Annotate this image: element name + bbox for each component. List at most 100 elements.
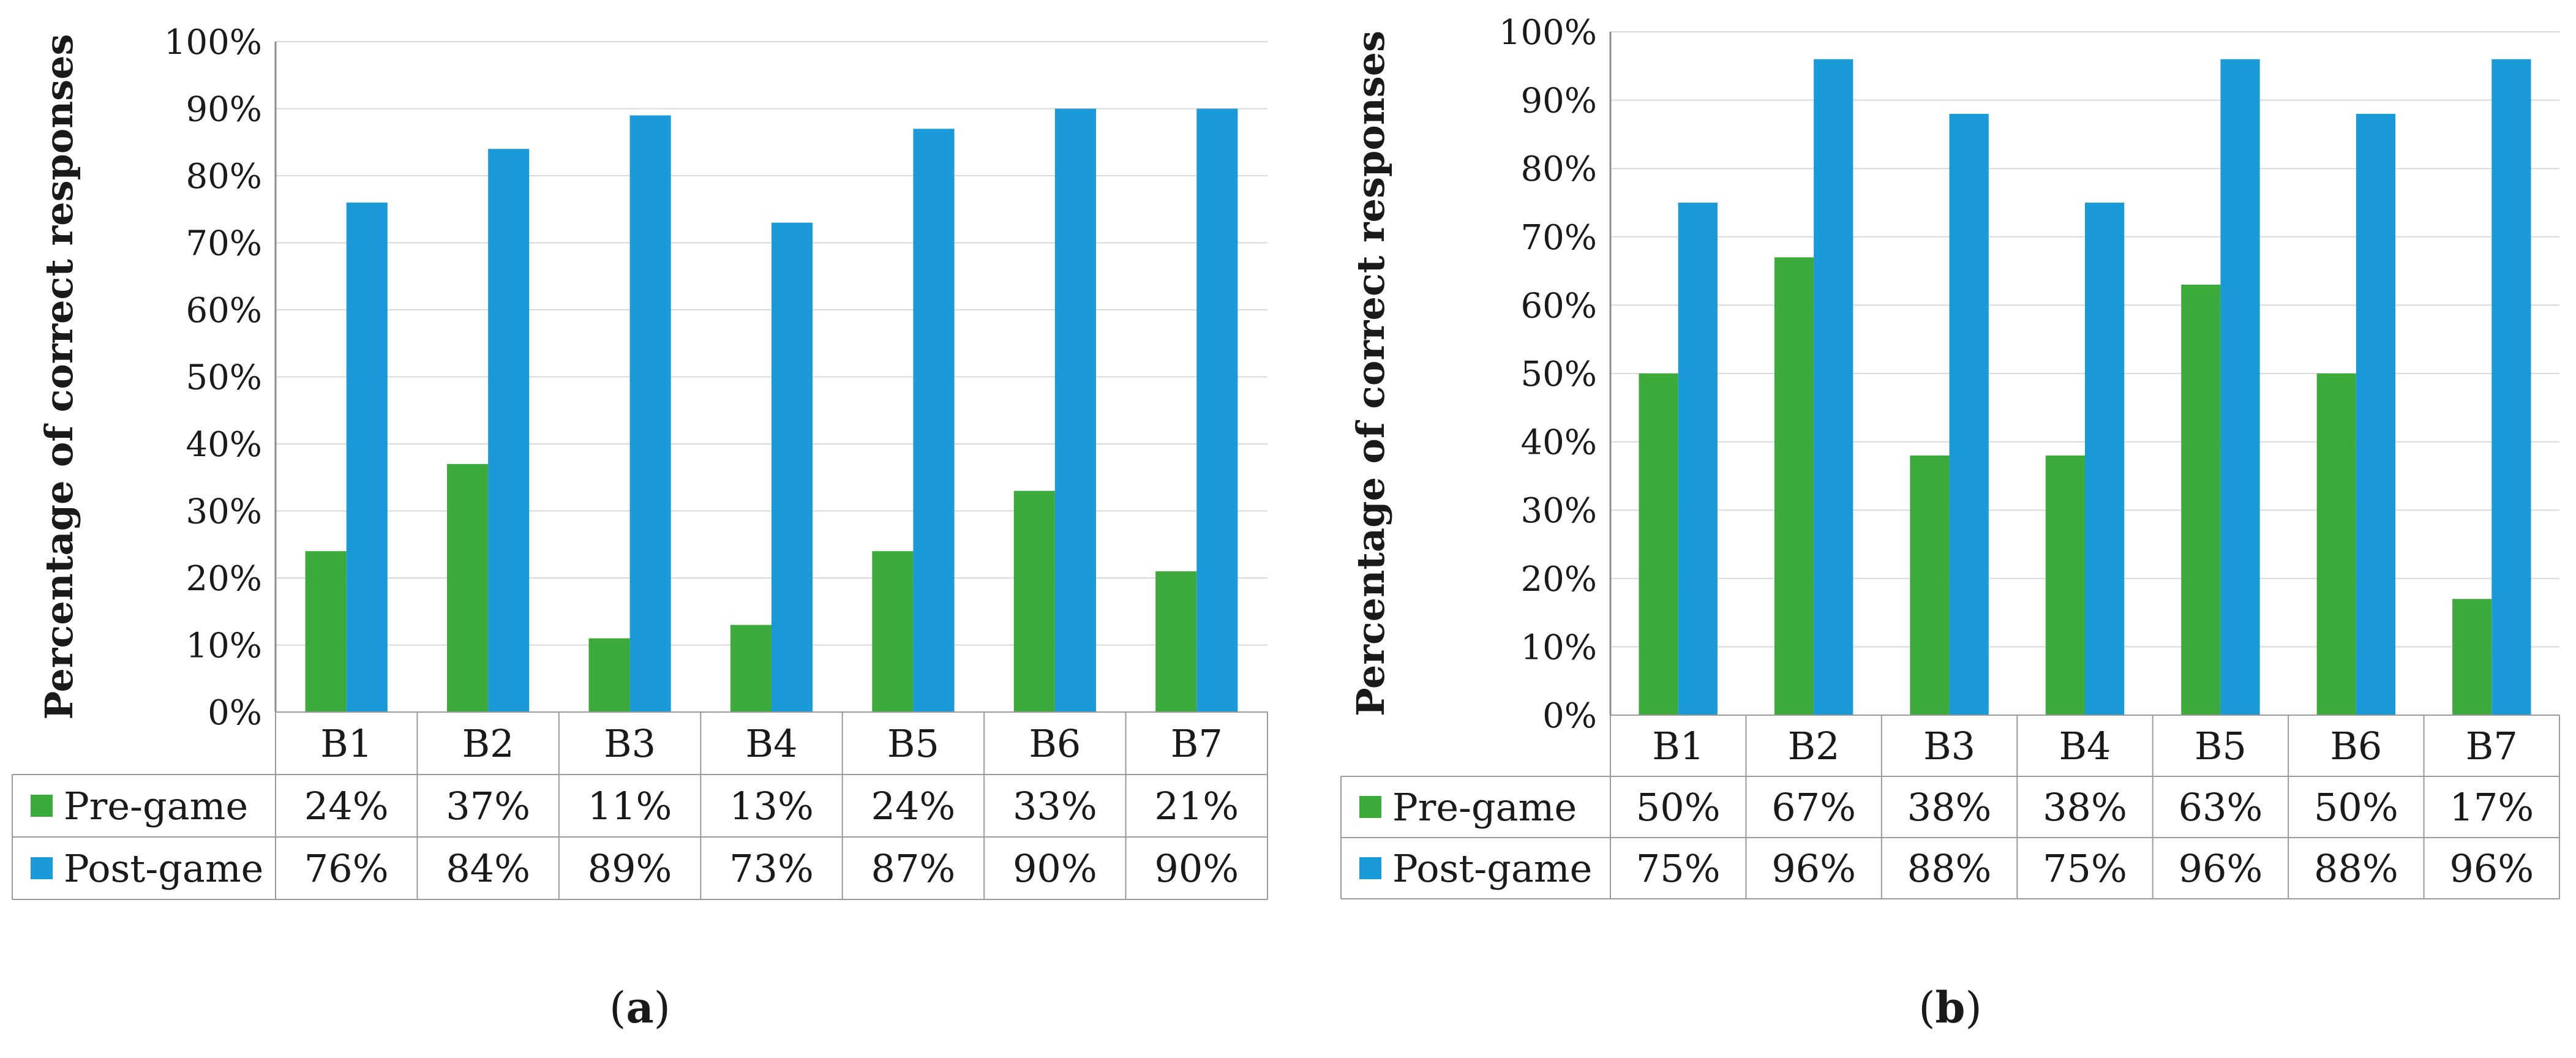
- pre-game-bar-b5: [2181, 284, 2221, 715]
- y-axis-title: Percentage of correct responses: [1348, 31, 1393, 716]
- caption-letter: b: [1936, 982, 1966, 1033]
- y-tick-label: 100%: [164, 23, 262, 62]
- y-tick-label: 10%: [186, 626, 262, 666]
- table-cell-value: 75%: [2043, 846, 2127, 891]
- category-label: B2: [1788, 724, 1840, 768]
- table-cell-value: 13%: [729, 784, 814, 828]
- post-game-bar-b7: [1196, 108, 1238, 712]
- legend-label-pre-game: Pre-game: [64, 784, 248, 828]
- table-cell-value: 67%: [1771, 785, 1856, 830]
- y-tick-label: 20%: [186, 559, 262, 599]
- table-cell-value: 89%: [588, 846, 672, 891]
- category-label: B6: [1029, 721, 1081, 766]
- category-label: B3: [1923, 724, 1975, 768]
- category-label: B6: [2330, 724, 2382, 768]
- table-cell-value: 84%: [446, 846, 530, 891]
- table-cell-value: 75%: [1636, 846, 1721, 891]
- table-cell-value: 63%: [2179, 785, 2263, 830]
- pre-game-bar-b4: [2045, 455, 2085, 715]
- y-tick-label: 80%: [1521, 149, 1597, 189]
- pre-game-bar-b6: [1013, 490, 1055, 712]
- category-label: B4: [745, 721, 797, 766]
- table-cell-value: 90%: [1154, 846, 1239, 891]
- legend-swatch-pre-game: [1359, 796, 1381, 818]
- post-game-bar-b2: [488, 149, 530, 712]
- y-tick-label: 30%: [186, 492, 262, 532]
- table-cell-value: 96%: [1771, 846, 1856, 891]
- post-game-bar-b5: [2220, 59, 2260, 715]
- post-game-bar-b3: [629, 115, 671, 712]
- legend-label-pre-game: Pre-game: [1392, 785, 1577, 830]
- y-tick-label: 90%: [186, 90, 262, 130]
- pre-game-bar-b7: [1155, 571, 1197, 712]
- y-tick-label: 10%: [1521, 628, 1597, 667]
- table-cell-value: 33%: [1013, 784, 1097, 828]
- y-tick-label: 0%: [1542, 696, 1597, 736]
- post-game-bar-b1: [346, 202, 388, 712]
- category-label: B2: [462, 721, 514, 766]
- table-cell-value: 24%: [871, 784, 956, 828]
- post-game-bar-b2: [1814, 59, 1853, 715]
- legend-swatch-post-game: [1359, 857, 1381, 879]
- table-cell-value: 37%: [446, 784, 530, 828]
- category-label: B3: [604, 721, 656, 766]
- post-game-bar-b6: [1054, 108, 1096, 712]
- category-label: B4: [2059, 724, 2111, 768]
- y-tick-label: 60%: [186, 291, 262, 331]
- caption-paren: ): [1965, 983, 1981, 1033]
- legend-label-post-game: Post-game: [1392, 846, 1592, 891]
- pre-game-bar-b3: [588, 638, 630, 712]
- table-cell-value: 88%: [2314, 846, 2398, 891]
- category-label: B1: [1652, 724, 1704, 768]
- y-tick-label: 50%: [1521, 355, 1597, 394]
- table-cell-value: 24%: [304, 784, 389, 828]
- legend-swatch-pre-game: [31, 795, 53, 817]
- category-label: B1: [320, 721, 372, 766]
- post-game-bar-b4: [772, 222, 813, 712]
- table-cell-value: 73%: [729, 846, 814, 891]
- table-cell-value: 96%: [2179, 846, 2263, 891]
- pre-game-bar-b2: [1774, 257, 1814, 715]
- post-game-bar-b4: [2085, 203, 2125, 715]
- y-tick-label: 40%: [1521, 423, 1597, 463]
- pre-game-bar-b1: [1639, 373, 1678, 715]
- y-tick-label: 50%: [186, 358, 262, 398]
- table-cell-value: 90%: [1013, 846, 1097, 891]
- y-tick-label: 0%: [208, 693, 262, 733]
- y-tick-label: 100%: [1499, 13, 1597, 53]
- table-cell-value: 76%: [304, 846, 389, 891]
- table-cell-value: 50%: [1636, 785, 1721, 830]
- chart-panel-b: 0% 10% 20% 30% 40% 50% 60% 70% 80% 90% 100% Percent…: [1340, 13, 2560, 1033]
- table-cell-value: 38%: [2043, 785, 2127, 830]
- pre-game-bar-b1: [305, 551, 347, 712]
- caption-letter: a: [626, 982, 653, 1033]
- pre-game-bar-b6: [2316, 373, 2356, 715]
- y-tick-label: 80%: [186, 157, 262, 197]
- pre-game-bar-b2: [447, 463, 489, 712]
- category-label: B5: [2195, 724, 2247, 768]
- post-game-bar-b5: [913, 129, 955, 713]
- category-label: B7: [2466, 724, 2518, 768]
- table-cell-value: 21%: [1154, 784, 1239, 828]
- panel-caption: (a): [609, 982, 670, 1033]
- post-game-bar-b1: [1678, 203, 1718, 715]
- caption-paren: (: [609, 983, 626, 1033]
- post-game-bar-b6: [2356, 113, 2396, 716]
- y-tick-label: 60%: [1521, 286, 1597, 326]
- table-cell-value: 38%: [1907, 785, 1992, 830]
- table-cell-value: 96%: [2449, 846, 2534, 891]
- caption-paren: (: [1918, 983, 1935, 1033]
- table-cell-value: 87%: [871, 846, 956, 891]
- y-tick-label: 70%: [1521, 218, 1597, 258]
- y-tick-label: 70%: [186, 224, 262, 264]
- y-tick-label: 20%: [1521, 560, 1597, 599]
- category-label: B7: [1171, 721, 1223, 766]
- pre-game-bar-b7: [2452, 599, 2492, 715]
- table-cell-value: 88%: [1907, 846, 1992, 891]
- table-cell-value: 11%: [588, 784, 672, 828]
- pre-game-bar-b4: [730, 625, 772, 712]
- chart-panel-a: 0% 10% 20% 30% 40% 50% 60% 70% 80% 90% 100% Percent…: [12, 23, 1268, 1033]
- legend-label-post-game: Post-game: [64, 846, 263, 891]
- table-cell-value: 50%: [2314, 785, 2398, 830]
- pre-game-bar-b3: [1910, 455, 1950, 715]
